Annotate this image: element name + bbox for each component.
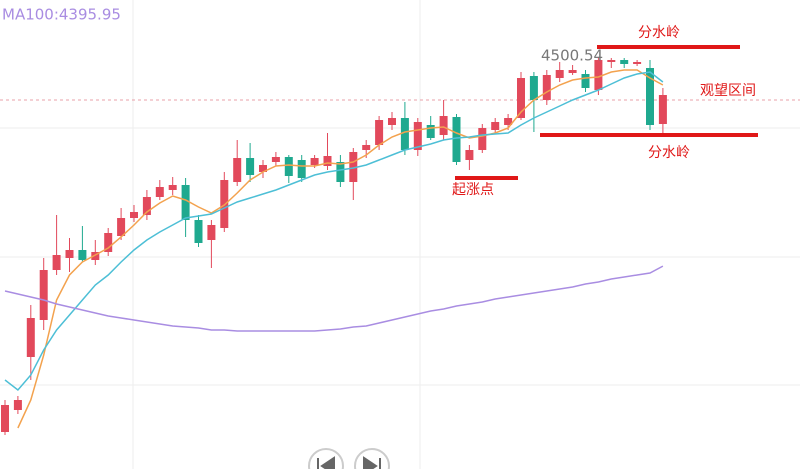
candle-body: [323, 156, 332, 166]
candle-body: [465, 150, 474, 160]
candle-body: [620, 60, 629, 64]
candle-body: [594, 60, 603, 90]
candle-body: [400, 118, 409, 150]
candle-body: [117, 218, 126, 236]
candle-body: [168, 185, 177, 190]
candle-body: [271, 157, 280, 162]
candle-body: [1, 405, 9, 432]
candle-body: [452, 117, 461, 162]
candle-body: [155, 187, 164, 197]
candle-body: [478, 128, 487, 150]
annotation: 分水岭: [638, 25, 680, 41]
next-button[interactable]: [354, 448, 390, 469]
candle-body: [362, 145, 371, 150]
candle-body: [388, 118, 396, 125]
candle-body: [104, 233, 113, 252]
candle-body: [555, 70, 564, 78]
candle-body: [607, 60, 616, 62]
candle-body: [65, 250, 74, 258]
candle-body: [491, 122, 500, 130]
candle-body: [130, 212, 138, 218]
candle-body: [529, 76, 538, 100]
annotation: 起涨点: [452, 182, 494, 198]
prev-button[interactable]: [308, 448, 344, 469]
candle-body: [581, 74, 590, 88]
candle-body: [52, 255, 61, 270]
high-label: 4500.54: [541, 47, 603, 65]
candle-body: [568, 70, 577, 73]
candle-body: [658, 95, 667, 124]
candle-body: [297, 160, 306, 178]
ma-line: [17, 69, 664, 429]
candle-body: [181, 185, 190, 220]
candle-body: [259, 165, 267, 172]
candle-body: [310, 158, 319, 165]
candle-body: [633, 62, 642, 64]
candle-body: [542, 75, 551, 100]
ma-line: [4, 265, 664, 332]
candle-body: [413, 122, 422, 150]
candle-body: [91, 252, 100, 260]
candle-body: [233, 158, 242, 182]
ma-label: MA100:4395.95: [2, 6, 121, 24]
candle-body: [375, 120, 384, 145]
candle-body: [207, 225, 216, 240]
annotation: 分水岭: [648, 145, 690, 161]
candle-body: [13, 400, 22, 410]
annotation: 观望区间: [700, 83, 756, 99]
candle-body: [142, 197, 151, 215]
candle-body: [349, 152, 358, 182]
candle-body: [284, 157, 293, 176]
candle-body: [26, 318, 35, 357]
candle-body: [504, 118, 513, 125]
candle-body: [194, 220, 203, 243]
candle-body: [439, 116, 448, 135]
candle-body: [78, 250, 87, 260]
candle-body: [246, 158, 255, 175]
candle-body: [517, 78, 525, 118]
candle-body: [336, 162, 345, 182]
candle-body: [426, 125, 435, 138]
candle-body: [39, 270, 48, 320]
ma-line: [4, 71, 664, 392]
candle-body: [646, 68, 654, 125]
